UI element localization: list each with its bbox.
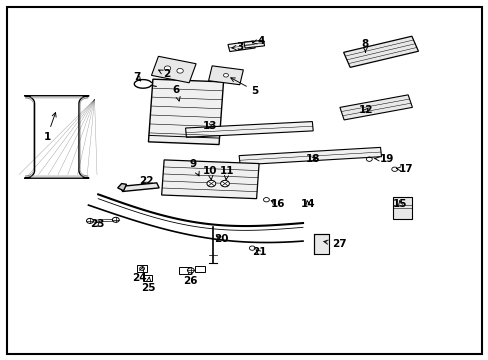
Text: 16: 16 bbox=[270, 199, 285, 210]
Text: 25: 25 bbox=[141, 277, 155, 293]
Polygon shape bbox=[227, 41, 255, 51]
Text: 26: 26 bbox=[183, 270, 198, 286]
Text: 13: 13 bbox=[203, 121, 217, 131]
Text: 12: 12 bbox=[358, 105, 373, 115]
Text: 6: 6 bbox=[172, 85, 180, 101]
Polygon shape bbox=[120, 183, 159, 192]
Text: 17: 17 bbox=[395, 164, 413, 174]
Circle shape bbox=[206, 180, 215, 187]
Text: 18: 18 bbox=[305, 154, 319, 164]
Polygon shape bbox=[162, 160, 259, 199]
Text: 9: 9 bbox=[189, 158, 199, 176]
Bar bbox=[143, 275, 152, 281]
Bar bbox=[194, 266, 204, 272]
Circle shape bbox=[86, 219, 93, 224]
Text: 5: 5 bbox=[230, 78, 258, 96]
Polygon shape bbox=[392, 197, 411, 219]
Text: 1: 1 bbox=[43, 113, 56, 142]
Bar bbox=[179, 267, 190, 274]
Polygon shape bbox=[339, 95, 411, 120]
Text: 22: 22 bbox=[139, 176, 153, 186]
Text: 19: 19 bbox=[373, 154, 393, 164]
Bar bbox=[137, 265, 147, 272]
Text: 8: 8 bbox=[361, 40, 368, 52]
Circle shape bbox=[112, 217, 119, 222]
Polygon shape bbox=[148, 79, 223, 145]
Polygon shape bbox=[244, 40, 264, 48]
Text: 7: 7 bbox=[133, 72, 141, 82]
Circle shape bbox=[223, 73, 228, 77]
Polygon shape bbox=[314, 234, 328, 254]
Polygon shape bbox=[151, 56, 196, 83]
Text: 21: 21 bbox=[251, 247, 266, 257]
Text: 15: 15 bbox=[392, 199, 407, 210]
Polygon shape bbox=[118, 184, 126, 191]
Polygon shape bbox=[343, 36, 418, 67]
Text: 2: 2 bbox=[158, 69, 170, 79]
Text: 23: 23 bbox=[90, 219, 104, 229]
Text: 11: 11 bbox=[219, 166, 234, 180]
Text: 3: 3 bbox=[231, 42, 243, 52]
Text: 14: 14 bbox=[300, 199, 315, 210]
Polygon shape bbox=[208, 66, 243, 85]
Text: 4: 4 bbox=[252, 36, 264, 46]
Circle shape bbox=[187, 268, 194, 273]
Circle shape bbox=[177, 68, 183, 73]
Text: 24: 24 bbox=[132, 267, 147, 283]
Text: 20: 20 bbox=[213, 234, 228, 244]
Polygon shape bbox=[185, 122, 312, 137]
Polygon shape bbox=[24, 96, 89, 178]
Text: 10: 10 bbox=[203, 166, 217, 180]
Text: 27: 27 bbox=[323, 239, 346, 249]
Circle shape bbox=[164, 66, 170, 71]
Circle shape bbox=[220, 180, 229, 187]
Polygon shape bbox=[239, 147, 381, 165]
